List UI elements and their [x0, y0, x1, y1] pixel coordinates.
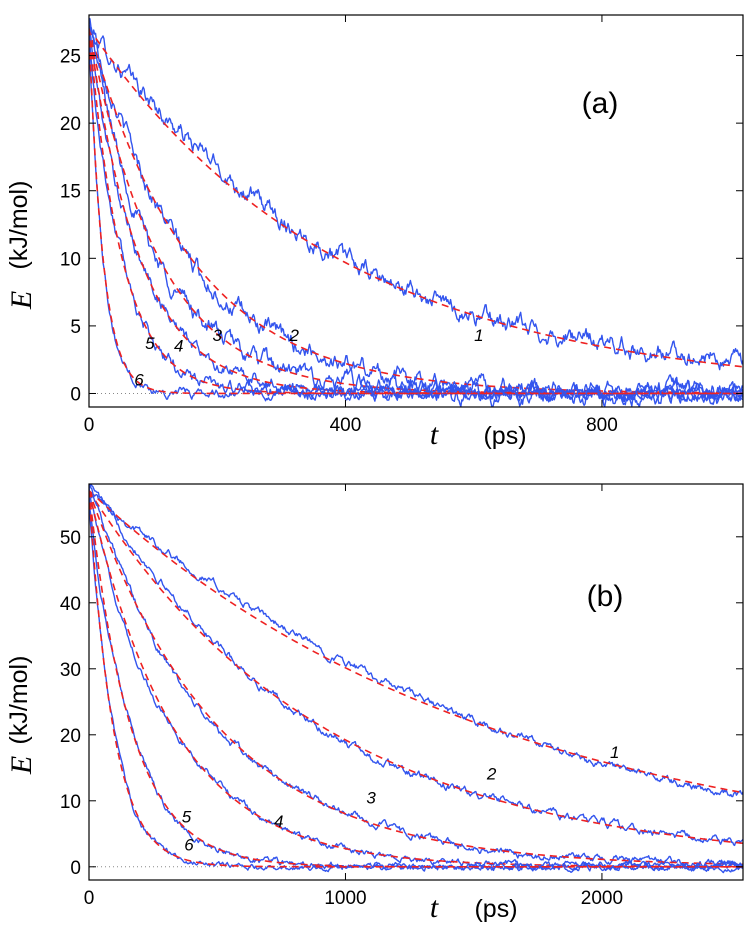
x-tick-label: 2000	[581, 888, 623, 909]
curve-label-5: 5	[145, 334, 155, 353]
curve-label-5: 5	[182, 808, 192, 827]
fit-curve-6	[89, 28, 743, 395]
x-axis-symbol: t	[430, 418, 439, 451]
x-tick-label: 0	[84, 888, 95, 909]
curve-label-1: 1	[610, 743, 619, 762]
y-tick-label: 40	[60, 594, 81, 615]
x-tick-label: 0	[84, 415, 95, 436]
simulation-curve-1	[89, 488, 743, 798]
simulation-curve-4	[89, 24, 743, 404]
simulation-curve-6	[89, 24, 743, 403]
axes-frame	[88, 14, 744, 408]
simulation-curve-1	[89, 24, 743, 371]
simulation-curve-2	[89, 484, 743, 847]
curve-label-4: 4	[274, 812, 283, 831]
y-tick-label: 20	[60, 114, 81, 135]
fit-curve-1	[89, 28, 743, 368]
y-tick-label: 50	[60, 528, 81, 549]
fit-curve-5	[89, 490, 743, 868]
curve-label-1: 1	[474, 326, 483, 345]
y-tick-label: 10	[60, 249, 81, 270]
curve-label-6: 6	[184, 835, 194, 854]
plot-area	[89, 484, 743, 874]
panel-label: (a)	[582, 87, 619, 120]
y-axis-symbol: E	[5, 756, 38, 775]
curve-label-6: 6	[134, 370, 144, 389]
y-tick-label: 0	[70, 384, 81, 405]
curve-label-4: 4	[174, 337, 183, 356]
simulation-curve-3	[89, 24, 743, 407]
simulation-curve-5	[89, 24, 743, 406]
plot-area	[89, 18, 743, 407]
fit-curve-2	[89, 490, 743, 845]
curve-label-2: 2	[486, 765, 497, 784]
fit-curve-6	[89, 490, 743, 868]
x-axis-unit: (ps)	[474, 895, 517, 923]
simulation-curve-2	[89, 18, 743, 407]
y-tick-label: 20	[60, 726, 81, 747]
y-tick-label: 25	[60, 47, 81, 68]
y-axis-symbol: E	[5, 291, 38, 310]
x-tick-label: 1000	[324, 888, 366, 909]
x-tick-label: 400	[330, 415, 362, 436]
curve-label-3: 3	[366, 788, 376, 807]
axes-frame	[88, 483, 744, 881]
y-tick-label: 15	[60, 182, 81, 203]
y-axis-unit: (kJ/mol)	[5, 181, 33, 270]
curve-label-3: 3	[213, 326, 223, 345]
fit-curve-3	[89, 490, 743, 866]
panel-label: (b)	[587, 580, 624, 613]
y-tick-label: 5	[70, 317, 81, 338]
y-tick-label: 0	[70, 858, 81, 879]
x-axis-symbol: t	[430, 891, 439, 924]
x-tick-label: 800	[586, 415, 618, 436]
simulation-curve-3	[89, 484, 743, 869]
y-tick-label: 10	[60, 792, 81, 813]
y-tick-label: 30	[60, 660, 81, 681]
y-axis-unit: (kJ/mol)	[5, 656, 33, 745]
fit-curve-4	[89, 28, 743, 395]
fit-curve-1	[89, 490, 743, 794]
x-axis-unit: (ps)	[483, 422, 526, 450]
chart-panel-b: 0 1000 2000 0 10 20 30 40 50 1 2 3 4 5 6 (b) (kJ/mol) Et (…	[5, 483, 744, 924]
curve-label-2: 2	[288, 326, 299, 345]
